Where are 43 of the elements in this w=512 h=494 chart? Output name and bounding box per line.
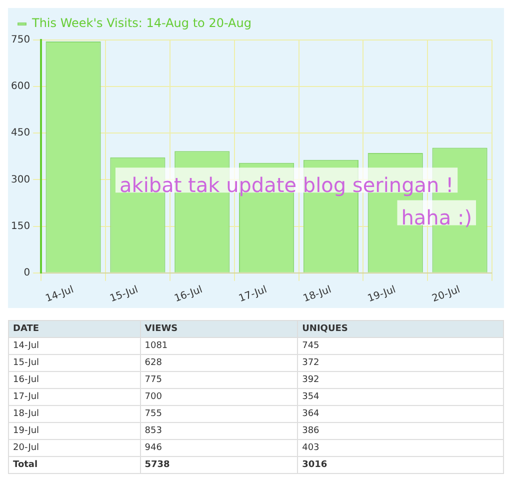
y-tick-label: 750	[10, 34, 30, 46]
legend-label: VIEWS	[140, 320, 298, 338]
category-label: 17-Jul	[8, 388, 140, 406]
text: Total	[8, 456, 140, 474]
data-label: 700	[140, 388, 298, 406]
data-label: 628	[140, 354, 298, 372]
y-tick-label: 300	[10, 174, 30, 186]
data-label: 403	[298, 440, 504, 456]
x-tick-label: 18-Jul	[302, 284, 333, 305]
legend-label: This Week's Visits: 14-Aug to 20-Aug	[31, 16, 252, 30]
text: 5738	[144, 460, 170, 470]
x-tick-label: 19-Jul	[366, 284, 398, 305]
data-label: 354	[298, 388, 504, 406]
data-label: 392	[298, 372, 504, 388]
data-label: 775	[140, 372, 298, 388]
y-tick-label: 150	[10, 220, 30, 232]
category-label: 16-Jul	[8, 372, 140, 388]
data-label: 364	[298, 406, 504, 422]
data-label: 755	[140, 406, 298, 422]
category-label: 14-Jul	[8, 338, 140, 354]
x-tick-label: 14-Jul	[44, 284, 76, 305]
data-label: 372	[298, 354, 504, 372]
annotation: haha :)	[401, 205, 472, 230]
x-tick-label: 16-Jul	[173, 284, 204, 305]
text: DATE	[8, 320, 140, 338]
y-tick-label: 0	[24, 267, 30, 278]
y-tick-label: 600	[10, 81, 30, 92]
data-label: 946	[140, 440, 298, 456]
category-label: 15-Jul	[8, 354, 140, 372]
x-tick-label: 17-Jul	[238, 284, 268, 305]
data-label: 853	[140, 422, 298, 440]
data-label: 745	[298, 338, 504, 354]
legend-label: UNIQUES	[298, 320, 504, 338]
annotation: akibat tak update blog seringan !	[119, 172, 454, 197]
category-label: 20-Jul	[8, 440, 140, 456]
category-label: 19-Jul	[8, 422, 140, 440]
data-label: 386	[298, 422, 504, 440]
x-tick-label: 20-Jul	[430, 284, 462, 305]
y-tick-label: 450	[10, 128, 30, 139]
data-label: 1081	[140, 338, 298, 354]
text: 3016	[302, 460, 328, 470]
x-tick-label: 15-Jul	[108, 284, 140, 305]
category-label: 18-Jul	[8, 406, 140, 422]
